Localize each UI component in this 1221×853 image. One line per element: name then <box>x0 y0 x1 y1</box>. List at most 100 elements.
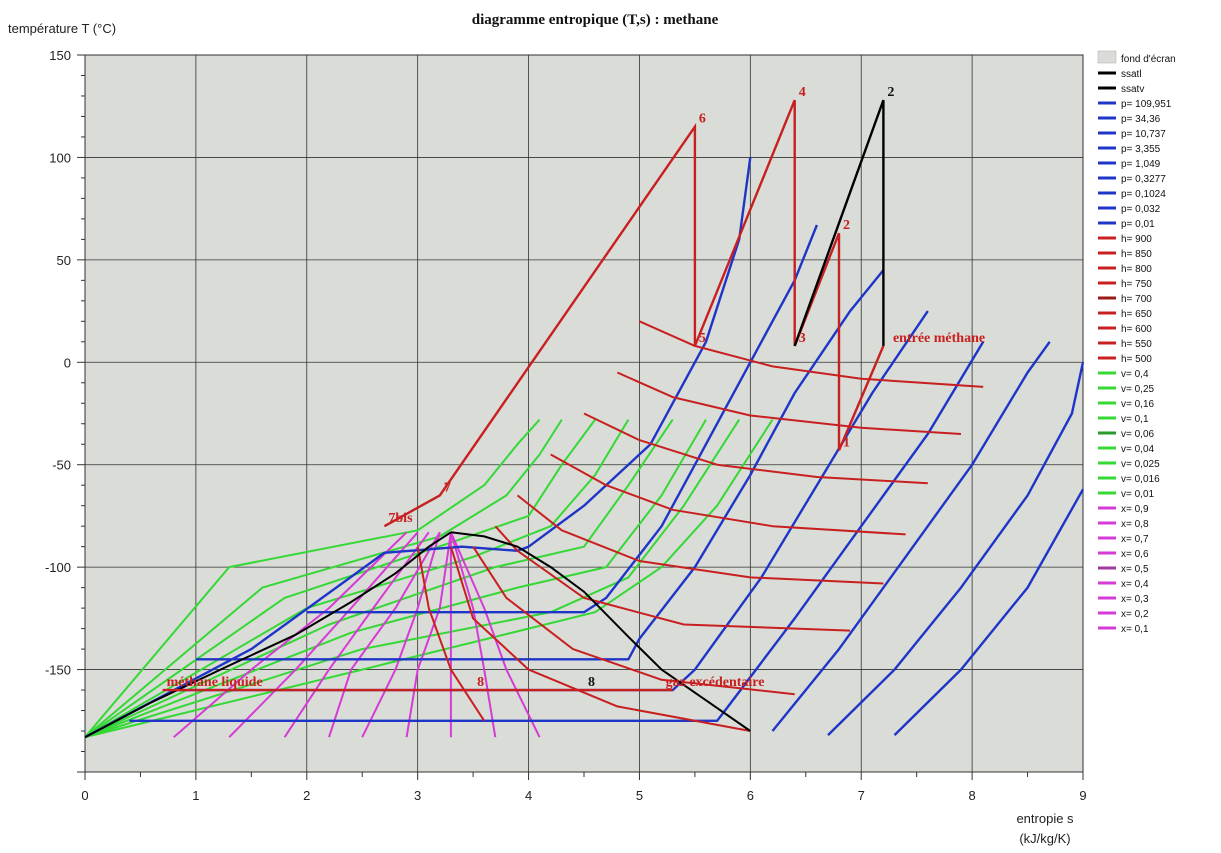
x-tick-label: 9 <box>1079 788 1086 803</box>
process-cycle-line <box>383 99 885 528</box>
process-label: 1 <box>843 435 850 450</box>
isobar-line <box>84 157 752 739</box>
legend-label: p= 0,032 <box>1121 204 1161 215</box>
legend-label: p= 3,355 <box>1121 144 1161 155</box>
quality-line <box>173 531 408 738</box>
isenthalp-line <box>494 525 851 632</box>
quality-line <box>449 532 497 738</box>
isochore-line <box>84 419 741 739</box>
x-tick-label: 3 <box>414 788 421 803</box>
isobar-line <box>306 224 819 614</box>
y-tick-label: -150 <box>45 663 71 678</box>
process-label: 5 <box>699 331 706 346</box>
isochore-line <box>84 419 774 739</box>
isochore-line <box>84 419 630 739</box>
y-tick-label: -100 <box>45 560 71 575</box>
isenthalp-line <box>638 320 984 388</box>
legend-label: x= 0,8 <box>1121 519 1149 530</box>
legend-label: x= 0,3 <box>1121 594 1149 605</box>
isochore-line <box>84 419 596 739</box>
legend-label: h= 650 <box>1121 309 1152 320</box>
legend-label: h= 900 <box>1121 234 1152 245</box>
quality-line <box>328 531 441 738</box>
isenthalp-line <box>472 546 795 696</box>
legend-label: p= 34,36 <box>1121 114 1161 125</box>
process-label: 7bis <box>388 511 413 526</box>
x-tick-label: 7 <box>858 788 865 803</box>
quality-line <box>283 531 430 738</box>
compressor-line <box>793 99 885 347</box>
legend-label: h= 500 <box>1121 354 1152 365</box>
x-tick-label: 5 <box>636 788 643 803</box>
isobar-line <box>893 488 1085 736</box>
isenthalp-line <box>550 453 906 536</box>
isobar-line <box>195 269 885 661</box>
process-label: entrée méthane <box>893 331 985 346</box>
legend-label: h= 550 <box>1121 339 1152 350</box>
legend-label: v= 0,04 <box>1121 444 1155 455</box>
legend-label: v= 0,01 <box>1121 489 1155 500</box>
isobar-line <box>129 341 985 722</box>
legend-label: x= 0,9 <box>1121 504 1149 515</box>
y-tick-label: 150 <box>49 48 71 63</box>
process-label: gaz excédentaire <box>666 675 765 690</box>
y-tick-label: 50 <box>57 253 71 268</box>
x-tick-label: 2 <box>303 788 310 803</box>
legend-label: p= 0,3277 <box>1121 174 1166 185</box>
legend-label: x= 0,4 <box>1121 579 1149 590</box>
legend-label: v= 0,4 <box>1121 369 1149 380</box>
plot-area: 0 1 2 3 4 5 6 7 8 9 150 100 50 0 -50 -100 -150 6 4 2 2 5 3 1 ent… <box>45 48 1087 803</box>
legend-label: fond d'écran <box>1121 54 1176 65</box>
x-axis-label: entropie s <box>1016 811 1074 826</box>
isenthalp-line <box>449 546 751 732</box>
isochore-line <box>84 419 674 739</box>
isochore-line <box>84 418 541 738</box>
process-label: 6 <box>699 112 706 127</box>
isenthalp-line <box>416 546 486 722</box>
process-label: 8 <box>588 675 595 690</box>
legend-label: h= 750 <box>1121 279 1152 290</box>
isochore-line <box>84 419 563 738</box>
saturation-vapor-line <box>450 531 751 732</box>
legend-label: v= 0,025 <box>1121 459 1160 470</box>
saturation-liquid-line <box>84 531 452 739</box>
legend-label: p= 109,951 <box>1121 99 1172 110</box>
y-tick-label: -50 <box>52 458 71 473</box>
isobar-line <box>827 362 1085 736</box>
x-tick-label: 4 <box>525 788 532 803</box>
isenthalp-line <box>516 494 884 585</box>
legend-label: h= 850 <box>1121 249 1152 260</box>
legend-label: v= 0,016 <box>1121 474 1160 485</box>
legend-label: p= 10,737 <box>1121 129 1166 140</box>
legend-label: ssatv <box>1121 84 1144 95</box>
legend-label: v= 0,25 <box>1121 384 1155 395</box>
y-tick-label: 0 <box>64 355 71 370</box>
quality-line <box>361 532 441 738</box>
legend-label: p= 0,1024 <box>1121 189 1166 200</box>
legend-label: p= 1,049 <box>1121 159 1161 170</box>
legend-label: x= 0,2 <box>1121 609 1149 620</box>
legend-label: x= 0,5 <box>1121 564 1149 575</box>
isenthalp-line <box>616 371 962 435</box>
quality-line <box>228 531 419 738</box>
legend-label: x= 0,7 <box>1121 534 1149 545</box>
process-label: 8 <box>477 675 484 690</box>
x-tick-label: 1 <box>192 788 199 803</box>
x-tick-label: 8 <box>968 788 975 803</box>
legend-swatch <box>1097 50 1117 64</box>
isobar-line <box>771 341 1051 732</box>
legend-label: x= 0,1 <box>1121 624 1149 635</box>
legend-label: v= 0,1 <box>1121 414 1149 425</box>
process-label: 2 <box>843 218 850 233</box>
legend-label: p= 0,01 <box>1121 219 1155 230</box>
chart-title: diagramme entropique (T,s) : methane <box>472 12 719 28</box>
legend-label: h= 700 <box>1121 294 1152 305</box>
process-label: méthane liquide <box>167 675 263 690</box>
legend-label: ssatl <box>1121 69 1142 80</box>
legend-label: x= 0,6 <box>1121 549 1149 560</box>
legend-label: h= 800 <box>1121 264 1152 275</box>
isochore-line <box>84 419 707 739</box>
quality-line <box>405 532 452 738</box>
process-label: 2 <box>887 85 894 100</box>
